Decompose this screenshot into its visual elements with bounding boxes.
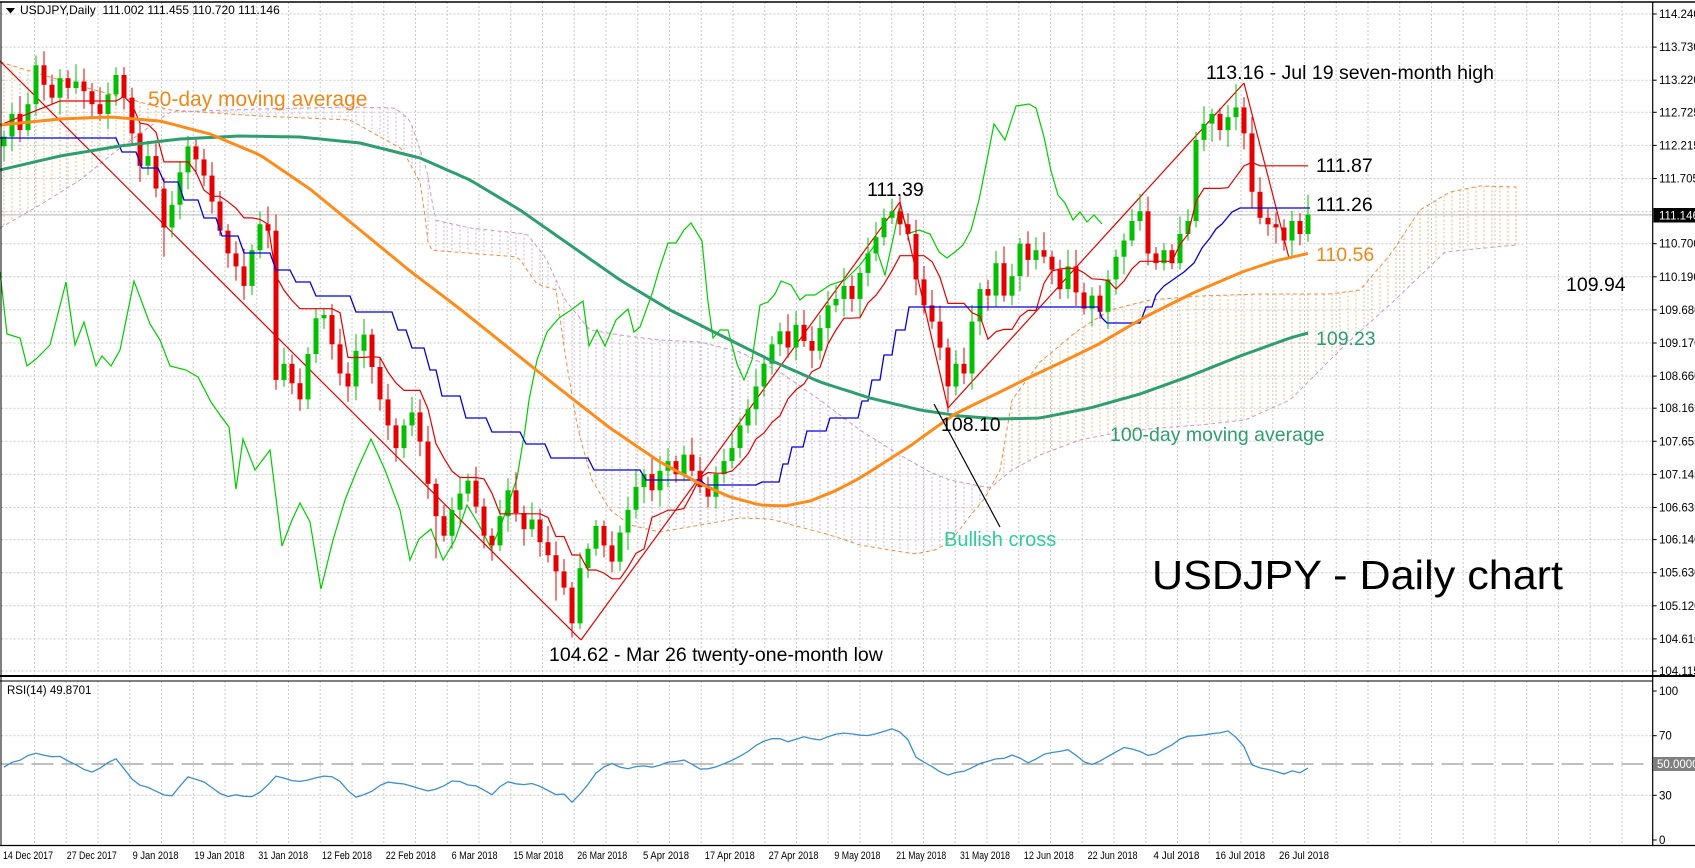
svg-text:9 May 2018: 9 May 2018 [834, 850, 880, 862]
svg-text:0: 0 [1659, 835, 1665, 847]
svg-text:Bullish cross: Bullish cross [944, 529, 1056, 551]
svg-text:26 Jul 2018: 26 Jul 2018 [1279, 850, 1329, 862]
svg-text:111.39: 111.39 [867, 179, 924, 201]
svg-text:109.170: 109.170 [1659, 338, 1695, 350]
svg-text:105.120: 105.120 [1659, 601, 1695, 613]
svg-text:6 Mar 2018: 6 Mar 2018 [452, 850, 498, 862]
svg-text:22 Jun 2018: 22 Jun 2018 [1088, 850, 1138, 862]
svg-text:9 Jan 2018: 9 Jan 2018 [133, 850, 179, 862]
svg-text:RSI(14) 49.8701: RSI(14) 49.8701 [7, 685, 91, 697]
svg-text:108.660: 108.660 [1659, 371, 1695, 383]
svg-text:16 Jul 2018: 16 Jul 2018 [1215, 850, 1265, 862]
svg-text:22 Feb 2018: 22 Feb 2018 [386, 850, 436, 862]
svg-text:111.146: 111.146 [1659, 211, 1695, 223]
svg-text:4 Jul 2018: 4 Jul 2018 [1153, 850, 1199, 862]
svg-text:14 Dec 2017: 14 Dec 2017 [3, 850, 53, 862]
svg-text:110.56: 110.56 [1316, 244, 1374, 266]
svg-text:50-day moving average: 50-day moving average [148, 88, 367, 111]
svg-text:31 Jan 2018: 31 Jan 2018 [258, 850, 308, 862]
svg-text:19 Jan 2018: 19 Jan 2018 [194, 850, 244, 862]
svg-text:111.26: 111.26 [1316, 194, 1373, 216]
svg-text:107.655: 107.655 [1659, 436, 1695, 448]
svg-text:113.730: 113.730 [1659, 42, 1695, 54]
svg-text:106.140: 106.140 [1659, 535, 1695, 547]
svg-text:30: 30 [1659, 790, 1672, 802]
svg-text:100: 100 [1659, 686, 1678, 698]
svg-text:12 Feb 2018: 12 Feb 2018 [322, 850, 372, 862]
svg-text:26 Mar 2018: 26 Mar 2018 [577, 850, 627, 862]
svg-text:112.215: 112.215 [1659, 140, 1695, 152]
svg-text:17 Apr 2018: 17 Apr 2018 [705, 850, 755, 862]
svg-text:5 Apr 2018: 5 Apr 2018 [643, 850, 689, 862]
svg-text:109.680: 109.680 [1659, 305, 1695, 317]
svg-text:27 Dec 2017: 27 Dec 2017 [67, 850, 117, 862]
svg-text:104.115: 104.115 [1659, 666, 1695, 678]
svg-text:15 Mar 2018: 15 Mar 2018 [513, 850, 563, 862]
svg-text:21 May 2018: 21 May 2018 [896, 850, 946, 862]
svg-text:104.610: 104.610 [1659, 634, 1695, 646]
svg-text:110.700: 110.700 [1659, 239, 1695, 251]
svg-text:105.630: 105.630 [1659, 568, 1695, 580]
svg-text:111.87: 111.87 [1316, 155, 1373, 177]
svg-text:50.0000: 50.0000 [1657, 759, 1695, 771]
svg-text:108.10: 108.10 [941, 414, 1001, 436]
svg-text:107.145: 107.145 [1659, 469, 1695, 481]
svg-text:106.635: 106.635 [1659, 503, 1695, 515]
svg-text:27 Apr 2018: 27 Apr 2018 [769, 850, 819, 862]
svg-text:12 Jun 2018: 12 Jun 2018 [1024, 850, 1074, 862]
svg-text:112.725: 112.725 [1659, 107, 1695, 119]
svg-text:100-day moving average: 100-day moving average [1110, 424, 1325, 446]
svg-text:109.94: 109.94 [1566, 274, 1626, 296]
svg-text:109.23: 109.23 [1316, 328, 1376, 350]
svg-text:113.220: 113.220 [1659, 75, 1695, 87]
svg-text:31 May 2018: 31 May 2018 [960, 850, 1010, 862]
svg-text:108.165: 108.165 [1659, 403, 1695, 415]
svg-text:110.190: 110.190 [1659, 272, 1695, 284]
svg-text:104.62 - Mar 26 twenty-one-mon: 104.62 - Mar 26 twenty-one-month low [549, 644, 884, 666]
svg-text:111.705: 111.705 [1659, 174, 1695, 186]
svg-text:70: 70 [1659, 731, 1672, 743]
svg-text:USDJPY - Daily chart: USDJPY - Daily chart [1152, 552, 1564, 598]
svg-text:114.240: 114.240 [1659, 9, 1695, 21]
svg-text:USDJPY,Daily 111.002 111.455: USDJPY,Daily 111.002 111.455 110.720 111… [20, 3, 280, 17]
svg-text:113.16 - Jul 19 seven-month hi: 113.16 - Jul 19 seven-month high [1206, 62, 1494, 84]
